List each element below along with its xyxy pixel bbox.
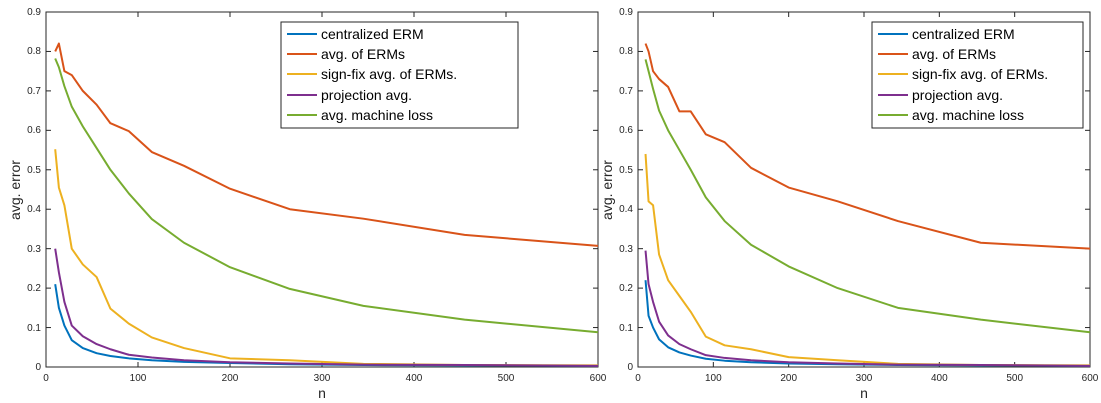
xtick-label: 0 <box>635 373 641 384</box>
xtick-label: 600 <box>1082 373 1099 384</box>
legend-label: centralized ERM <box>321 26 424 42</box>
xtick-label: 200 <box>780 373 797 384</box>
chart-panel-left: 0 0.1 0.2 0.3 0.4 0.5 0.6 0.7 0.8 0.9 0 … <box>7 7 607 401</box>
legend-label: avg. of ERMs <box>321 46 405 62</box>
ytick-label: 0.2 <box>27 283 41 294</box>
ytick-labels-right: 0 0.1 0.2 0.3 0.4 0.5 0.6 0.7 0.8 0.9 <box>619 7 633 373</box>
xtick-label: 400 <box>406 373 423 384</box>
ytick-label: 0.6 <box>619 125 633 136</box>
ytick-label: 0.6 <box>27 125 41 136</box>
series-line-projection <box>644 250 1091 367</box>
series-line-avg-of-erms <box>54 42 599 247</box>
legend-label: avg. machine loss <box>912 107 1024 123</box>
ytick-label: 0.4 <box>27 204 41 215</box>
xtick-label: 300 <box>856 373 873 384</box>
legend-label: avg. of ERMs <box>912 46 996 62</box>
legend-label: sign-fix avg. of ERMs. <box>321 66 457 82</box>
ytick-label: 0.1 <box>619 323 633 334</box>
series-line-avg-of-erms <box>644 43 1091 250</box>
xtick-label: 100 <box>705 373 722 384</box>
ytick-label: 0 <box>35 362 41 373</box>
xtick-label: 100 <box>130 373 147 384</box>
y-axis-label-left: avg. error <box>7 160 23 220</box>
ytick-label: 0.8 <box>27 46 41 57</box>
xtick-label: 600 <box>590 373 607 384</box>
series-line-avg-machine-loss <box>54 58 599 334</box>
ytick-label: 0.3 <box>619 244 633 255</box>
series-line-sign-fix <box>54 149 599 367</box>
series-line-projection <box>54 248 599 367</box>
legend-label: projection avg. <box>912 87 1003 103</box>
xtick-label: 500 <box>1006 373 1023 384</box>
legend-label: sign-fix avg. of ERMs. <box>912 66 1048 82</box>
legend-right: centralized ERM avg. of ERMs sign-fix av… <box>871 21 1084 129</box>
ytick-label: 0.5 <box>27 165 41 176</box>
ytick-label: 0.2 <box>619 283 633 294</box>
xtick-label: 400 <box>931 373 948 384</box>
xtick-labels-right: 0 100 200 300 400 500 600 <box>635 373 1099 384</box>
legend-left: centralized ERM avg. of ERMs sign-fix av… <box>280 21 519 129</box>
series-group-left <box>54 42 599 367</box>
xtick-label: 0 <box>43 373 49 384</box>
series-line-avg-machine-loss <box>644 59 1091 334</box>
legend-label: avg. machine loss <box>321 107 433 123</box>
chart-panel-right: 0 0.1 0.2 0.3 0.4 0.5 0.6 0.7 0.8 0.9 0 … <box>599 7 1099 401</box>
ytick-label: 0.3 <box>27 244 41 255</box>
xtick-labels-left: 0 100 200 300 400 500 600 <box>43 373 607 384</box>
ytick-label: 0.5 <box>619 165 633 176</box>
xtick-label: 200 <box>222 373 239 384</box>
ytick-label: 0.9 <box>619 7 633 18</box>
axis-ticks-right <box>637 11 1091 368</box>
xtick-label: 300 <box>314 373 331 384</box>
legend-box <box>280 21 519 129</box>
ytick-label: 0.7 <box>27 86 41 97</box>
series-line-sign-fix <box>644 153 1091 367</box>
xtick-label: 500 <box>498 373 515 384</box>
ytick-label: 0.8 <box>619 46 633 57</box>
series-group-right <box>644 43 1091 367</box>
ytick-label: 0.7 <box>619 86 633 97</box>
y-axis-label-right: avg. error <box>599 160 615 220</box>
ytick-label: 0 <box>627 362 633 373</box>
ytick-label: 0.9 <box>27 7 41 18</box>
x-axis-label-left: n <box>318 385 326 401</box>
ytick-label: 0.1 <box>27 323 41 334</box>
ytick-label: 0.4 <box>619 204 633 215</box>
legend-label: centralized ERM <box>912 26 1015 42</box>
legend-label: projection avg. <box>321 87 412 103</box>
ytick-labels-left: 0 0.1 0.2 0.3 0.4 0.5 0.6 0.7 0.8 0.9 <box>27 7 41 373</box>
x-axis-label-right: n <box>860 385 868 401</box>
